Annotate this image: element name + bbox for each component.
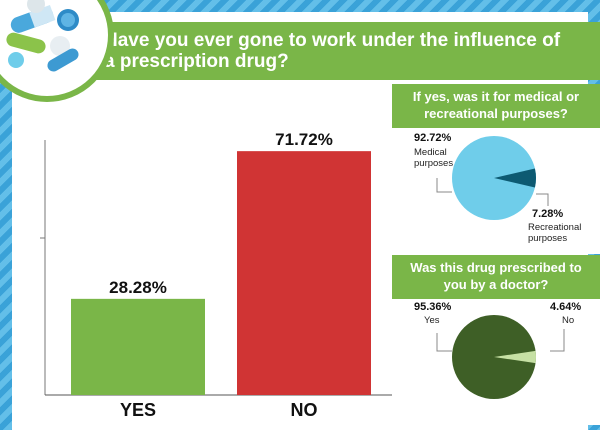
bar-value-label: 28.28%: [109, 278, 167, 297]
yes-label: Yes: [424, 315, 440, 326]
page-title: Have you ever gone to work under the inf…: [104, 30, 561, 72]
panel-prescribed-body: 95.36% Yes 4.64% No: [392, 299, 600, 425]
no-pct: 4.64%: [550, 301, 582, 313]
panel-prescribed-title: Was this drug prescribed to you by a doc…: [410, 260, 582, 292]
category-label: NO: [291, 400, 318, 420]
pie-slice-no: [494, 350, 536, 364]
panel-purpose-title: If yes, was it for medical or recreation…: [412, 89, 580, 121]
panel-purpose-body: 92.72% Medical purposes 7.28% Recreation…: [392, 128, 600, 254]
yes-pct: 95.36%: [414, 301, 452, 313]
bar-no: [237, 151, 371, 395]
recreational-label: Recreational purposes: [528, 222, 582, 244]
medical-pct: 92.72%: [414, 132, 452, 144]
pie-chart-prescribed: [436, 315, 565, 399]
recreational-pct: 7.28%: [532, 208, 564, 220]
category-label: YES: [120, 400, 156, 420]
title-banner: [96, 22, 600, 80]
bar-value-label: 71.72%: [275, 130, 333, 149]
pills-icon: [0, 0, 114, 102]
pie-slice-recreational: [494, 168, 536, 188]
panel-prescribed-header: Was this drug prescribed to you by a doc…: [392, 255, 600, 299]
medical-label: Medical purposes: [414, 147, 454, 169]
pie-chart-purpose: [436, 136, 549, 220]
no-label: No: [562, 315, 575, 326]
bar-yes: [71, 298, 205, 395]
panel-purpose-header: If yes, was it for medical or recreation…: [392, 84, 600, 128]
